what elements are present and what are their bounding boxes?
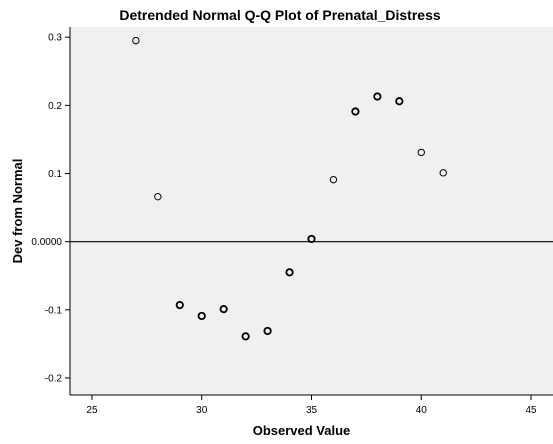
chart-title: Detrended Normal Q-Q Plot of Prenatal_Di… — [119, 7, 441, 23]
data-points — [132, 36, 447, 341]
data-point — [175, 300, 184, 310]
x-tick-label: 40 — [416, 405, 428, 416]
x-axis-title: Observed Value — [253, 423, 351, 438]
data-point — [285, 268, 294, 277]
data-point — [241, 332, 250, 341]
x-tick-label: 25 — [86, 405, 98, 416]
y-axis-title: Dev from Normal — [10, 159, 25, 264]
data-point — [329, 175, 338, 184]
data-point — [351, 107, 360, 116]
x-tick-label: 30 — [196, 405, 208, 416]
y-tick-label: 0.1 — [48, 169, 62, 180]
data-point — [263, 326, 272, 336]
data-point — [439, 169, 447, 177]
plot-area — [70, 27, 553, 395]
axes: -0.2 -0.1 0.0000 0.1 0.2 0.3 25 30 35 40 45 — [31, 27, 553, 416]
data-point — [373, 92, 382, 101]
y-tick-label: -0.1 — [45, 305, 63, 316]
y-tick-label: 0.2 — [48, 101, 62, 112]
x-tick-label: 45 — [525, 405, 537, 416]
data-point — [307, 234, 316, 244]
data-point — [219, 305, 228, 314]
y-tick-label: 0.3 — [48, 33, 62, 44]
data-point — [154, 192, 162, 201]
data-point — [197, 311, 206, 321]
y-tick-label: -0.2 — [45, 373, 63, 384]
data-point — [417, 148, 425, 157]
y-axis-ticks: -0.2 -0.1 0.0000 0.1 0.2 0.3 — [31, 33, 70, 384]
y-tick-label: 0.0000 — [31, 237, 62, 248]
data-point — [132, 36, 140, 45]
data-point — [395, 97, 404, 106]
x-tick-label: 35 — [306, 405, 318, 416]
x-axis-ticks: 25 30 35 40 45 — [86, 395, 537, 416]
